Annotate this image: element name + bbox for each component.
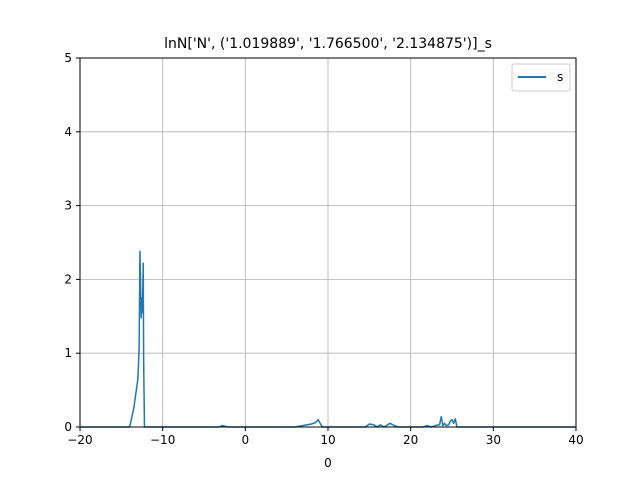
- legend: s: [511, 63, 571, 92]
- y-tick-label: 2: [64, 272, 72, 286]
- y-axis-ticks: 0 1 2 3 4 5: [64, 51, 80, 434]
- series-layer: [80, 250, 576, 428]
- x-tick-label: 20: [403, 433, 418, 447]
- x-tick-label: −20: [67, 433, 92, 447]
- y-tick-label: 1: [64, 346, 72, 360]
- y-tick-label: 4: [64, 125, 72, 139]
- legend-label: s: [557, 70, 563, 84]
- x-tick-label: −10: [150, 433, 175, 447]
- series-line-s: [80, 250, 576, 428]
- y-tick-label: 3: [64, 199, 72, 213]
- x-axis-label: 0: [324, 456, 332, 470]
- x-tick-label: 40: [568, 433, 583, 447]
- chart-title: lnN['N', ('1.019889', '1.766500', '2.134…: [164, 36, 492, 52]
- x-tick-label: 30: [486, 433, 501, 447]
- y-tick-label: 5: [64, 51, 72, 65]
- y-tick-label: 0: [64, 420, 72, 434]
- x-tick-label: 0: [242, 433, 250, 447]
- x-axis-ticks: −20 −10 0 10 20 30 40: [67, 427, 584, 447]
- x-tick-label: 10: [320, 433, 335, 447]
